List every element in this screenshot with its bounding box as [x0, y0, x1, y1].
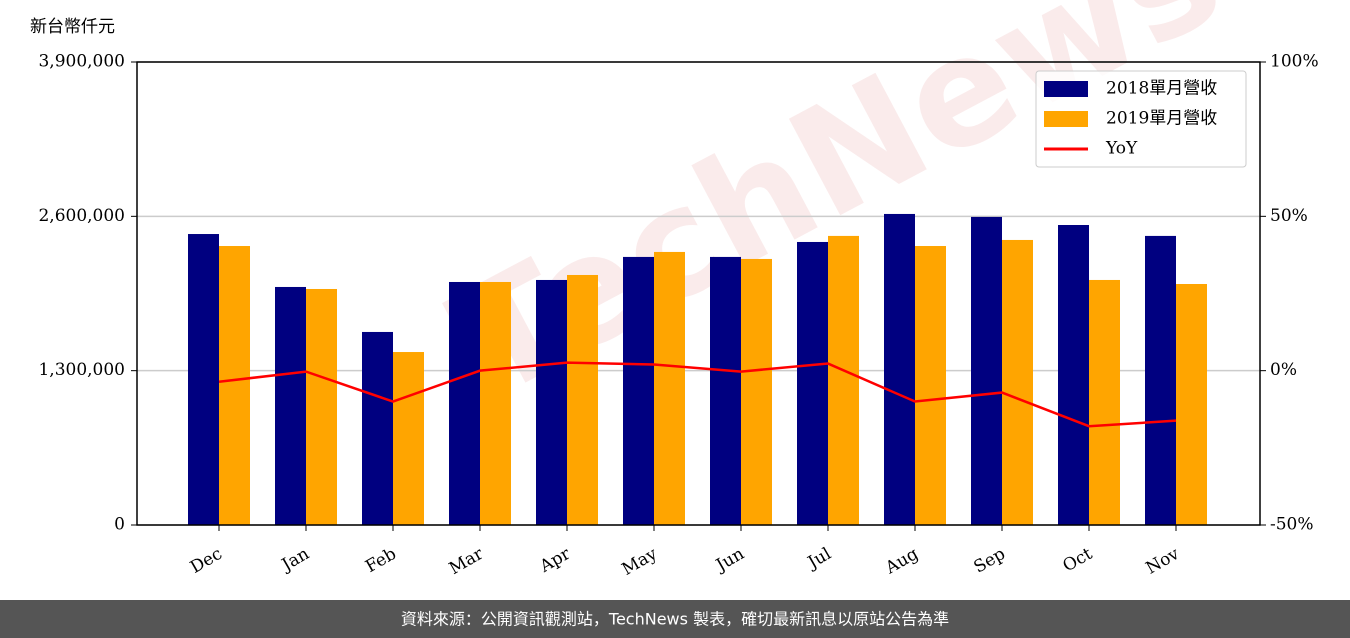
bar [623, 256, 654, 525]
bar [536, 279, 567, 525]
footer-bar [0, 600, 1350, 638]
bar [884, 213, 915, 525]
y2-tick-label: 100% [1270, 52, 1319, 72]
bar [1176, 284, 1207, 525]
x-tick-label: Nov [1143, 544, 1183, 579]
bar [797, 241, 828, 525]
bar [710, 256, 741, 525]
bar [306, 288, 337, 525]
bar [449, 281, 480, 525]
bar [567, 274, 598, 525]
x-tick-label: Mar [446, 543, 488, 579]
bar [1089, 279, 1120, 525]
line [218, 361, 1177, 428]
y-axis-label: 新台幣仟元 [30, 17, 115, 37]
y-tick-label: 2,600,000 [38, 206, 125, 226]
x-tick-label: Oct [1060, 544, 1096, 577]
x-tick-label: May [619, 544, 662, 580]
x-tick-label: Dec [187, 544, 226, 578]
x-tick-label: Jul [803, 544, 835, 574]
x-tick-label: Jan [277, 544, 313, 576]
legend-label: 2019單月營收 [1106, 109, 1217, 129]
bar [654, 251, 685, 525]
bar [362, 331, 393, 525]
y2-tick-label: 0% [1270, 360, 1297, 380]
bar [1058, 224, 1089, 525]
x-tick-label: Jun [711, 544, 748, 577]
bar [393, 352, 424, 525]
bar [219, 246, 250, 525]
y-tick-label: 1,300,000 [38, 360, 125, 380]
plot-frame [136, 61, 1261, 526]
x-tick-label: Aug [881, 544, 922, 579]
x-tick-label: Sep [971, 544, 1009, 578]
y-tick-label: 3,900,000 [38, 52, 125, 72]
legend-label: 2018單月營收 [1106, 79, 1217, 99]
bar [741, 258, 772, 525]
bar [915, 246, 946, 525]
bar [1002, 239, 1033, 526]
legend-swatch [1044, 81, 1088, 97]
x-tick-label: Apr [536, 543, 575, 577]
legend-swatch [1044, 111, 1088, 127]
bar [480, 281, 511, 525]
x-tick-label: Feb [362, 544, 400, 577]
y2-tick-label: -50% [1270, 515, 1314, 535]
legend-box [1035, 70, 1247, 168]
footer: 資料來源：公開資訊觀測站，TechNews 製表，確切最新訊息以原站公告為準 [401, 610, 949, 629]
bar [275, 286, 306, 525]
bar [1145, 235, 1176, 525]
y-tick-label: 0 [114, 515, 125, 535]
y2-tick-label: 50% [1270, 206, 1308, 226]
bar [188, 234, 219, 525]
bar [971, 216, 1002, 525]
legend-label: YoY [1105, 139, 1138, 159]
bar [828, 235, 859, 525]
